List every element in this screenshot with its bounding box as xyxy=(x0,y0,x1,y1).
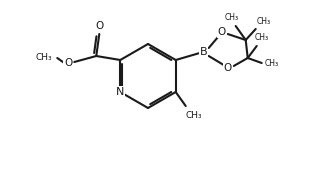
Text: B: B xyxy=(200,47,208,57)
Text: O: O xyxy=(224,63,232,73)
Text: CH₃: CH₃ xyxy=(265,59,279,68)
Text: O: O xyxy=(95,21,103,31)
Text: CH₃: CH₃ xyxy=(257,17,271,27)
Text: O: O xyxy=(64,58,73,68)
Text: O: O xyxy=(218,27,226,37)
Text: CH₃: CH₃ xyxy=(36,52,53,61)
Text: CH₃: CH₃ xyxy=(255,33,269,42)
Text: CH₃: CH₃ xyxy=(185,111,202,120)
Text: CH₃: CH₃ xyxy=(225,14,239,23)
Text: N: N xyxy=(116,87,124,97)
